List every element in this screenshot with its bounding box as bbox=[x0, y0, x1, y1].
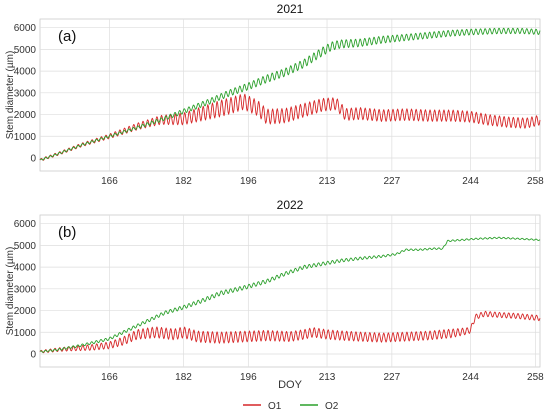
x-tick-label: 258 bbox=[527, 372, 544, 383]
y-axis-label: Stem diameter (µm) bbox=[5, 51, 16, 140]
x-ticks: 166 182 196 213 227 244 258 bbox=[101, 372, 544, 383]
x-tick-label: 258 bbox=[527, 176, 544, 187]
x-tick-label: 166 bbox=[101, 176, 118, 187]
series-lines bbox=[39, 236, 541, 354]
y-ticks: 0 1000 2000 3000 4000 5000 6000 bbox=[14, 219, 37, 360]
y-ticks: 0 1000 2000 3000 4000 5000 6000 bbox=[14, 23, 37, 164]
x-tick-label: 213 bbox=[319, 372, 336, 383]
y-tick-label: 4000 bbox=[14, 67, 37, 78]
x-tick-label: 244 bbox=[462, 372, 479, 383]
x-tick-label: 213 bbox=[319, 176, 336, 187]
y-tick-label: 4000 bbox=[14, 263, 37, 274]
y-tick-label: 3000 bbox=[14, 88, 37, 99]
panel-title: 2021 bbox=[277, 2, 304, 16]
x-tick-label: 244 bbox=[462, 176, 479, 187]
legend-item-o1: O1 bbox=[243, 401, 282, 412]
x-axis-label: DOY bbox=[278, 379, 303, 391]
series-line-o2 bbox=[39, 27, 541, 161]
panel-2021: 2021 0 1000 2000 3000 4000 5000 6000 166 182 196… bbox=[5, 2, 544, 187]
grid bbox=[40, 215, 540, 367]
series-lines bbox=[39, 27, 541, 161]
y-tick-label: 3000 bbox=[14, 284, 37, 295]
legend-label-o1: O1 bbox=[268, 401, 282, 412]
legend-item-o2: O2 bbox=[300, 401, 339, 412]
y-tick-label: 1000 bbox=[14, 132, 37, 143]
x-tick-label: 196 bbox=[240, 372, 257, 383]
y-tick-label: 6000 bbox=[14, 219, 37, 230]
y-tick-label: 5000 bbox=[14, 241, 37, 252]
panel-title: 2022 bbox=[277, 198, 304, 212]
panel-2022: 2022 0 1000 2000 3000 4000 5000 6000 166 182 196… bbox=[5, 198, 544, 391]
plot-area bbox=[39, 214, 541, 368]
x-tick-label: 227 bbox=[384, 372, 401, 383]
legend-label-o2: O2 bbox=[325, 401, 339, 412]
y-tick-label: 0 bbox=[30, 349, 36, 360]
y-tick-label: 5000 bbox=[14, 45, 37, 56]
y-tick-label: 2000 bbox=[14, 306, 37, 317]
grid bbox=[40, 19, 540, 171]
x-tick-label: 182 bbox=[175, 176, 192, 187]
panel-label: (a) bbox=[58, 28, 76, 45]
y-tick-label: 2000 bbox=[14, 110, 37, 121]
plot-area bbox=[39, 18, 541, 172]
y-tick-label: 1000 bbox=[14, 328, 37, 339]
y-tick-label: 6000 bbox=[14, 23, 37, 34]
x-tick-label: 166 bbox=[101, 372, 118, 383]
x-tick-label: 196 bbox=[240, 176, 257, 187]
x-tick-label: 227 bbox=[384, 176, 401, 187]
legend: O1 O2 bbox=[243, 401, 339, 412]
y-tick-label: 0 bbox=[30, 153, 36, 164]
x-tick-label: 182 bbox=[175, 372, 192, 383]
y-axis-label: Stem diameter (µm) bbox=[5, 247, 16, 336]
panel-label: (b) bbox=[58, 224, 76, 241]
x-ticks: 166 182 196 213 227 244 258 bbox=[101, 176, 544, 187]
series-line-o2 bbox=[39, 236, 541, 353]
series-line-o1 bbox=[39, 310, 541, 354]
